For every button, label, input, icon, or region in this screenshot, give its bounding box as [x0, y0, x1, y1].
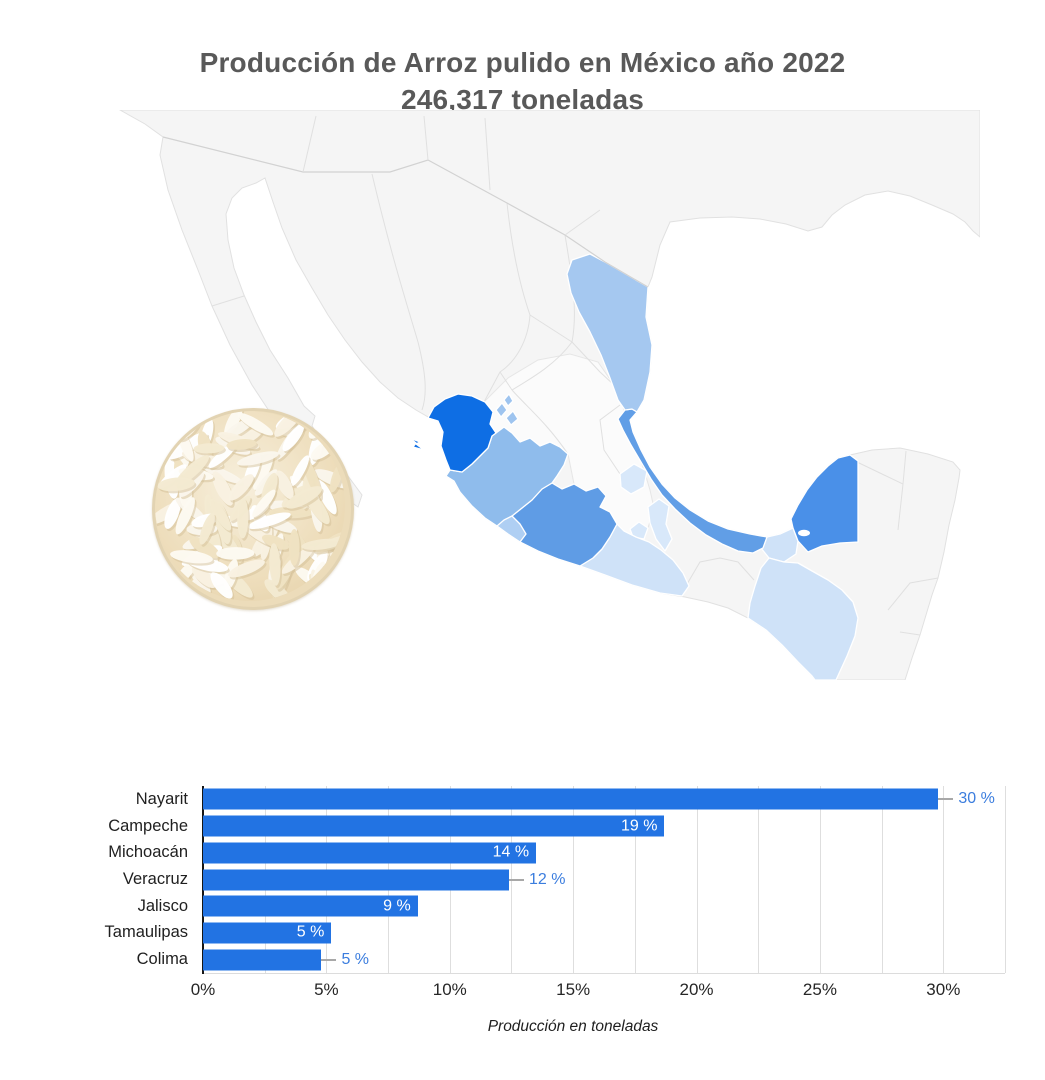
state-veracruz: [617, 408, 768, 554]
x-tick-30%: 30%: [926, 980, 961, 999]
value-label: 30 %: [938, 790, 995, 808]
state-puebla: [647, 498, 673, 552]
x-axis-title: Producción en toneladas: [487, 1018, 659, 1035]
x-axis-ticks: 0% 5% 10% 15% 20% 25% 30%: [191, 980, 1005, 1002]
category-axis: Nayarit Campeche Michoacán Veracruz Jalisco T…: [0, 786, 196, 973]
state-chiapas: [747, 557, 859, 680]
gridline: [1005, 786, 1006, 973]
mexico-choropleth-map: [60, 110, 980, 680]
state-campeche: [790, 454, 859, 553]
gridline: [634, 786, 636, 973]
category-label-jalisco: Jalisco: [137, 896, 188, 915]
state-border-fingers: [495, 393, 519, 426]
value-text: 5 %: [341, 950, 370, 968]
bar-nayarit: [203, 788, 939, 810]
laguna-terminos: [798, 529, 810, 537]
page-title: Producción de Arroz pulido en México año…: [0, 44, 1045, 118]
gridline: [758, 786, 760, 973]
gridline: [881, 786, 883, 973]
rice-grains-art: [155, 411, 345, 601]
x-tick-5%: 5%: [314, 980, 339, 999]
bar-jalisco: 9 %: [203, 895, 418, 917]
bar-tamaulipas: 5 %: [203, 922, 332, 944]
gridline: [696, 786, 698, 973]
bar-rows: 30 % 19 % 14 % 12 % 9 % 5 % 5 %: [203, 786, 1005, 973]
category-label-colima: Colima: [136, 950, 188, 969]
map-svg: [118, 110, 980, 680]
rice-grains-photo: [152, 408, 354, 610]
gridline: [943, 786, 945, 973]
category-label-tamaulipas: Tamaulipas: [104, 923, 188, 942]
x-tick-0%: 0%: [190, 980, 216, 999]
category-label-campeche: Campeche: [108, 816, 188, 835]
value-label: 5 %: [296, 923, 325, 941]
state-colima: [496, 515, 527, 543]
bar-row: 5 %: [203, 946, 1005, 973]
x-tick-10%: 10%: [432, 980, 467, 999]
value-label: 5 %: [321, 951, 369, 969]
gridline: [819, 786, 821, 973]
country-borders: [162, 115, 649, 288]
value-label: 12 %: [508, 870, 566, 889]
category-label-michoacán: Michoacán: [108, 843, 188, 862]
bar-row: 30 %: [203, 786, 1005, 813]
bar-row: 12 %: [203, 866, 1005, 893]
bar-row: 19 %: [203, 813, 1005, 840]
state-nayarit: [427, 393, 497, 473]
value-label: 14 %: [492, 843, 530, 861]
bar-row: 5 %: [203, 920, 1005, 947]
x-tick-20%: 20%: [679, 980, 714, 999]
state-hidalgo: [619, 463, 648, 495]
gridline: [573, 786, 575, 973]
bar-michoacán: 14 %: [203, 842, 537, 864]
plot-area: 30 % 19 % 14 % 12 % 9 % 5 % 5 %: [202, 786, 1006, 974]
bar-veracruz: [203, 869, 509, 891]
bar-row: 9 %: [203, 893, 1005, 920]
bar-row: 14 %: [203, 839, 1005, 866]
leader-line: [508, 878, 524, 881]
value-label: 19 %: [620, 817, 658, 835]
islas-marias-icon: [409, 437, 425, 451]
value-label: 9 %: [383, 897, 411, 915]
value-text: 30 %: [958, 790, 995, 808]
title-line-1: Producción de Arroz pulido en México año…: [199, 47, 846, 78]
state-tabasco: [760, 527, 799, 563]
category-label-nayarit: Nayarit: [135, 789, 188, 808]
x-tick-25%: 25%: [802, 980, 837, 999]
bar-colima: [203, 949, 322, 971]
leader-line: [321, 958, 337, 961]
leader-line: [938, 798, 954, 801]
bar-campeche: 19 %: [203, 815, 665, 837]
bar-chart: Nayarit Campeche Michoacán Veracruz Jalisco T…: [0, 780, 1045, 1080]
x-tick-15%: 15%: [556, 980, 591, 999]
category-label-veracruz: Veracruz: [122, 870, 188, 889]
value-text: 12 %: [528, 870, 566, 888]
